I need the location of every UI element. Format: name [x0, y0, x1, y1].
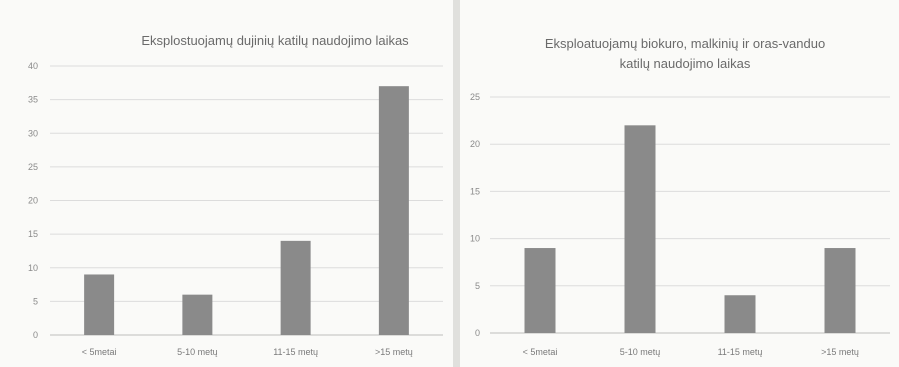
x-category-label: 11-15 metų — [273, 347, 318, 357]
chart-panel-left: Eksplostuojamų dujinių katilų naudojimo … — [0, 0, 453, 367]
bar — [824, 248, 856, 333]
x-category-label: >15 metų — [375, 347, 413, 357]
x-category-label: 11-15 metų — [718, 347, 763, 357]
y-tick-label: 30 — [28, 128, 38, 138]
x-category-label: 5-10 metų — [620, 347, 661, 357]
x-category-label: < 5metai — [82, 347, 117, 357]
chart-title-line-1: Eksploatuojamų biokuro, malkinių ir oras… — [545, 36, 825, 51]
y-tick-label: 5 — [33, 296, 38, 306]
bar — [624, 125, 656, 333]
y-tick-label: 20 — [28, 196, 38, 206]
x-category-label: >15 metų — [821, 347, 859, 357]
chart-right: Eksploatuojamų biokuro, malkinių ir oras… — [470, 36, 890, 357]
y-tick-label: 25 — [28, 162, 38, 172]
y-tick-label: 15 — [470, 186, 480, 196]
y-tick-label: 0 — [475, 328, 480, 338]
bar — [378, 86, 409, 335]
y-tick-label: 20 — [470, 139, 480, 149]
y-tick-label: 40 — [28, 61, 38, 71]
chart-left: Eksplostuojamų dujinių katilų naudojimo … — [28, 33, 443, 357]
bar — [724, 295, 756, 333]
y-tick-label: 5 — [475, 281, 480, 291]
chart-title-line-2: katilų naudojimo laikas — [620, 56, 751, 71]
y-tick-label: 0 — [33, 330, 38, 340]
chart-panel-right: Eksploatuojamų biokuro, malkinių ir oras… — [460, 0, 899, 367]
bar — [524, 248, 556, 333]
y-tick-label: 10 — [28, 263, 38, 273]
x-category-label: < 5metai — [523, 347, 558, 357]
bar — [280, 240, 311, 335]
panel-divider — [453, 0, 460, 367]
y-tick-label: 25 — [470, 92, 480, 102]
y-tick-label: 10 — [470, 234, 480, 244]
bar — [182, 294, 213, 335]
bar — [84, 274, 115, 335]
y-tick-label: 15 — [28, 229, 38, 239]
y-tick-label: 35 — [28, 95, 38, 105]
x-category-label: 5-10 metų — [177, 347, 218, 357]
chart-title-line-1: Eksplostuojamų dujinių katilų naudojimo … — [141, 33, 409, 48]
